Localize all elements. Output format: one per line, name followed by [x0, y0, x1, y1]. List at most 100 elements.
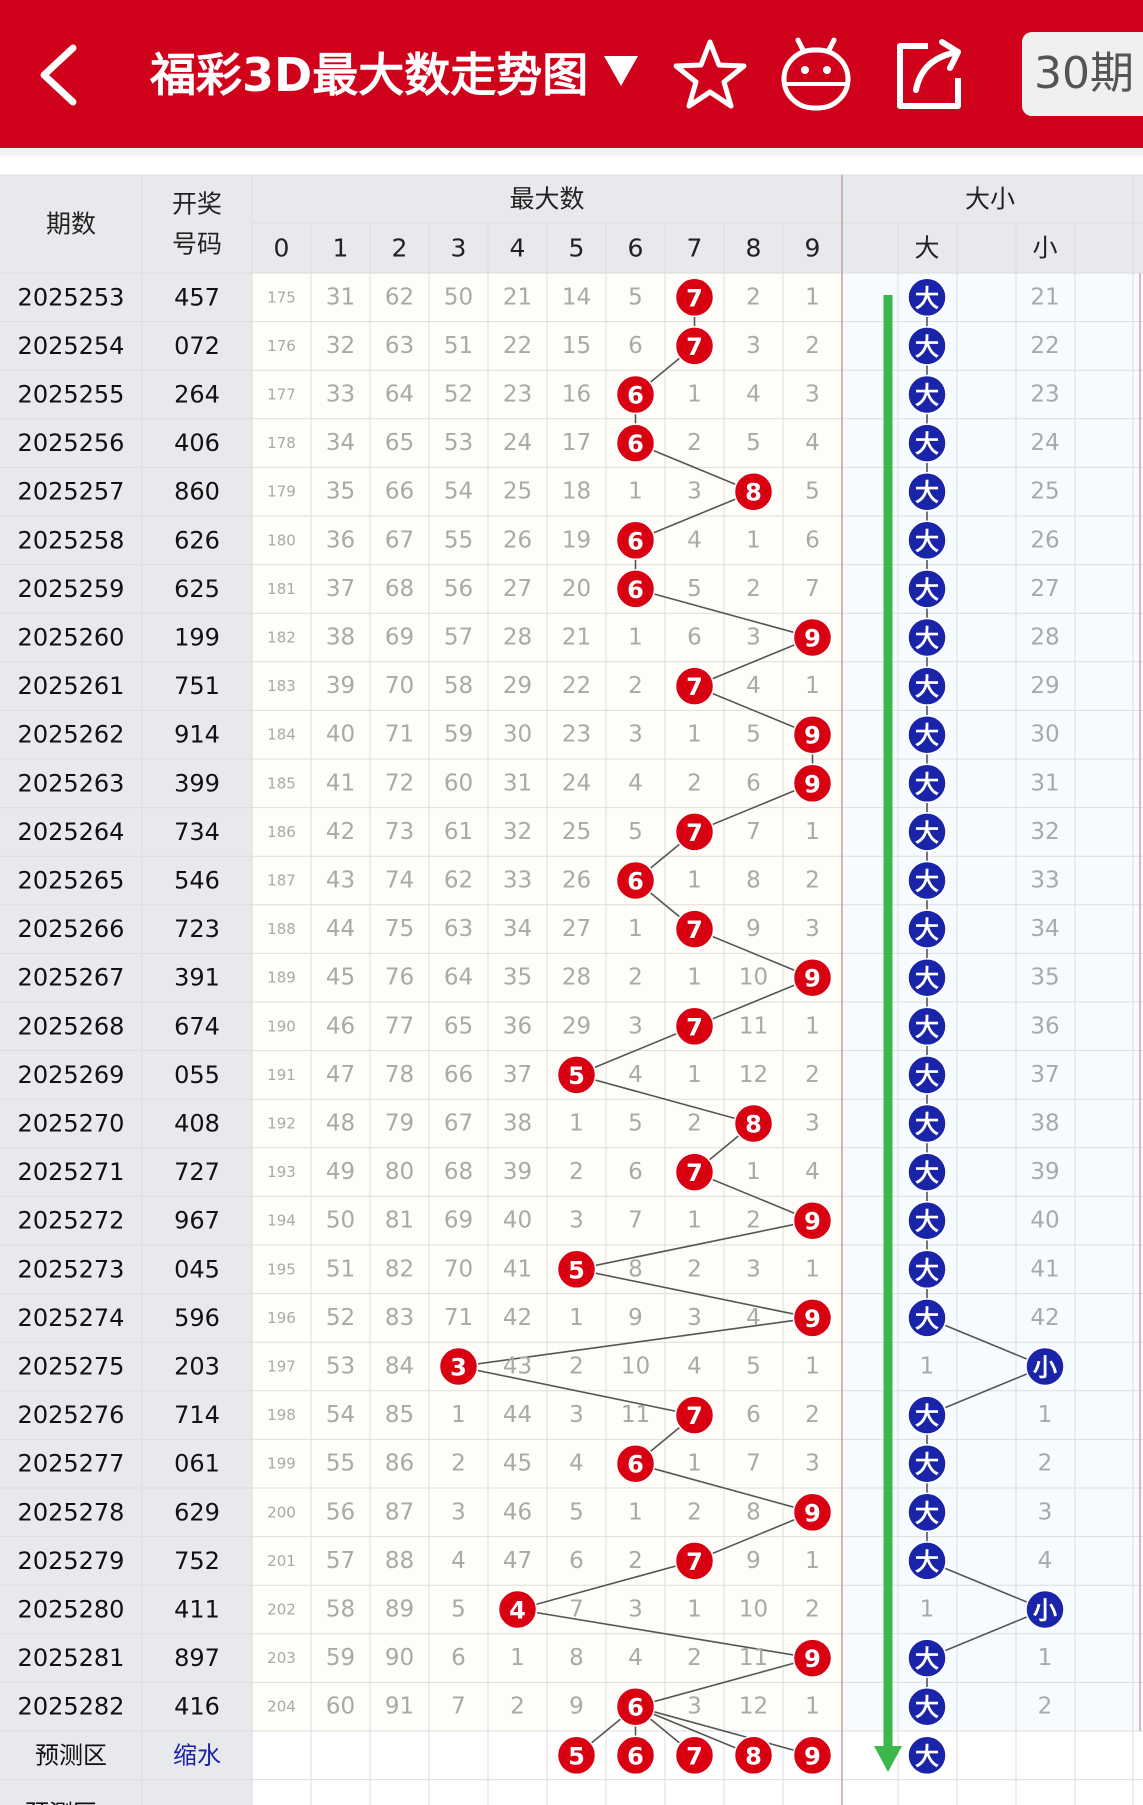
- miss-count: 6: [805, 527, 820, 553]
- miss-count: 3: [746, 1256, 761, 1282]
- draw-number: 406: [174, 429, 220, 457]
- prediction-ball: 6: [615, 1735, 656, 1776]
- svg-text:大: 大: [915, 1694, 939, 1722]
- small-miss-count: 2: [1038, 1451, 1053, 1477]
- max-digit-ball: 5: [556, 1055, 597, 1095]
- max-trend-line: [694, 636, 813, 687]
- miss-count: 53: [326, 1354, 355, 1380]
- max-digit-ball: 7: [674, 1395, 715, 1435]
- miss-count: 2: [687, 1111, 702, 1137]
- miss-count: 201: [267, 1552, 296, 1570]
- miss-count: 3: [805, 1111, 820, 1137]
- miss-count: 178: [267, 434, 296, 452]
- miss-count: 11: [621, 1402, 650, 1428]
- svg-text:9: 9: [804, 1305, 821, 1333]
- miss-count: 85: [385, 1402, 414, 1428]
- miss-count: 29: [562, 1013, 591, 1039]
- miss-count: 39: [326, 673, 355, 699]
- miss-count: 91: [385, 1694, 414, 1720]
- small-miss-count: 1: [1038, 1402, 1053, 1428]
- small-column-header: 小: [1032, 234, 1057, 263]
- miss-count: 1: [687, 965, 702, 991]
- miss-count: 1: [451, 1402, 466, 1428]
- prediction-trend-line: [635, 1705, 754, 1757]
- miss-count: 6: [569, 1548, 584, 1574]
- small-miss-count: 39: [1030, 1159, 1059, 1185]
- max-trend-line: [694, 1511, 813, 1562]
- svg-text:大: 大: [915, 1451, 939, 1479]
- svg-text:大: 大: [915, 1645, 939, 1673]
- miss-count: 4: [687, 1354, 702, 1380]
- miss-count: 54: [326, 1402, 355, 1428]
- miss-count: 184: [267, 726, 296, 744]
- trend-arrow-head: [874, 1746, 902, 1772]
- svg-text:7: 7: [686, 916, 703, 944]
- miss-count: 46: [503, 1499, 532, 1525]
- draw-number: 897: [174, 1644, 220, 1672]
- svg-text:7: 7: [686, 673, 703, 701]
- svg-text:8: 8: [745, 1742, 762, 1770]
- miss-count: 47: [326, 1062, 355, 1088]
- miss-count: 3: [805, 916, 820, 942]
- miss-count: 63: [385, 333, 414, 359]
- miss-count: 6: [687, 625, 702, 651]
- period-selector-button[interactable]: 30期: [1022, 32, 1143, 116]
- miss-count: 4: [569, 1451, 584, 1477]
- big-ball: 大: [907, 1492, 947, 1533]
- draw-number: 416: [174, 1693, 220, 1721]
- issue-number: 2025254: [18, 332, 125, 360]
- miss-count: 4: [746, 1305, 761, 1331]
- miss-count: 24: [503, 430, 532, 456]
- draw-number: 199: [174, 624, 220, 652]
- size-group-header: 大小: [965, 185, 1015, 214]
- draw-number: 408: [174, 1110, 220, 1138]
- miss-count: 37: [326, 576, 355, 602]
- miss-count: 31: [326, 284, 355, 310]
- miss-count: 181: [267, 580, 296, 598]
- miss-count: 42: [503, 1305, 532, 1331]
- page-title[interactable]: 福彩3D最大数走势图: [150, 48, 589, 102]
- miss-count: 2: [510, 1694, 525, 1720]
- max-digit-ball: 6: [615, 520, 656, 561]
- share-icon[interactable]: [888, 34, 968, 114]
- svg-text:9: 9: [804, 1208, 821, 1236]
- draw-number: 751: [174, 672, 220, 700]
- miss-count: 1: [628, 625, 643, 651]
- draw-number: 546: [174, 867, 220, 895]
- miss-count: 187: [267, 872, 296, 890]
- miss-count: 3: [451, 1499, 466, 1525]
- max-digit-ball: 3: [438, 1346, 479, 1387]
- miss-count: 199: [267, 1455, 296, 1473]
- size-trend-line: [926, 1317, 1046, 1368]
- svg-text:大: 大: [915, 965, 939, 993]
- miss-count: 25: [503, 479, 532, 505]
- issue-number: 2025277: [18, 1450, 125, 1478]
- miss-count: 10: [739, 965, 768, 991]
- miss-count: 76: [385, 965, 414, 991]
- shrink-link[interactable]: 缩水: [173, 1741, 221, 1769]
- svg-text:大: 大: [915, 1256, 939, 1284]
- title-dropdown-icon[interactable]: [604, 56, 638, 86]
- big-ball: 大: [907, 909, 947, 949]
- max-digit-ball: 4: [497, 1589, 538, 1630]
- prediction-ball: 9: [792, 1735, 833, 1776]
- issue-number: 2025278: [18, 1498, 125, 1526]
- big-ball: 大: [907, 812, 947, 852]
- miss-count: 2: [746, 576, 761, 602]
- issue-number: 2025282: [18, 1693, 125, 1721]
- miss-count: 44: [503, 1402, 532, 1428]
- miss-count: 29: [503, 673, 532, 699]
- back-arrow-icon[interactable]: [28, 40, 98, 110]
- draw-number: 714: [174, 1401, 220, 1429]
- star-icon[interactable]: [670, 34, 750, 114]
- miss-count: 8: [746, 868, 761, 894]
- svg-text:大: 大: [915, 576, 939, 604]
- miss-count: 1: [628, 1499, 643, 1525]
- big-ball: 大: [907, 277, 947, 318]
- robot-icon[interactable]: [776, 34, 856, 114]
- miss-count: 194: [267, 1212, 296, 1230]
- miss-count: 175: [267, 288, 296, 306]
- issue-column-header: 期数: [46, 210, 96, 239]
- issue-number: 2025260: [18, 624, 125, 652]
